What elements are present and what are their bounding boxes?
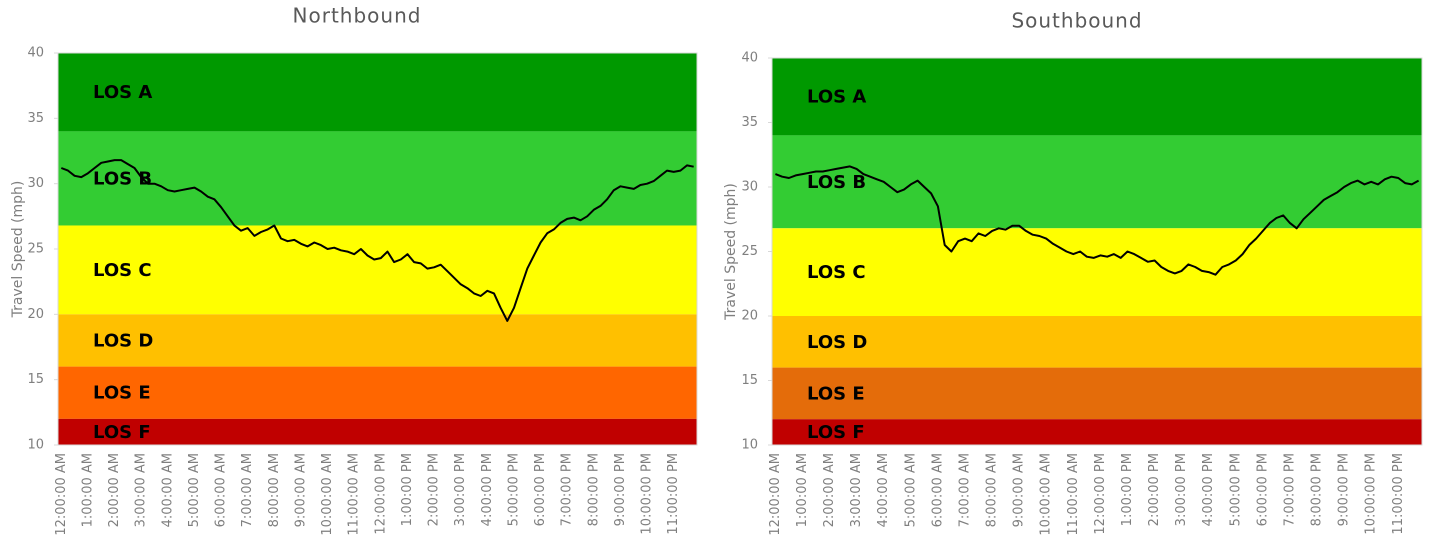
los-label: LOS C <box>807 262 866 283</box>
x-tick-label: 11:00:00 AM <box>347 453 362 536</box>
los-label: LOS B <box>807 172 866 193</box>
x-tick-label: 11:00:00 PM <box>1391 453 1406 535</box>
y-tick-label: 30 <box>741 180 758 195</box>
x-tick-label: 9:00:00 PM <box>613 453 628 526</box>
x-tick-label: 12:00:00 PM <box>1093 453 1108 535</box>
x-tick-label: 10:00:00 AM <box>320 453 335 536</box>
los-label: LOS E <box>807 383 865 404</box>
x-tick-label: 3:00:00 AM <box>134 453 149 527</box>
x-tick-label: 12:00:00 PM <box>373 453 388 535</box>
los-band <box>772 58 1422 136</box>
x-tick-label: 2:00:00 PM <box>1147 453 1162 526</box>
y-tick-label: 35 <box>27 111 44 126</box>
chart-title: Southbound <box>1011 9 1142 33</box>
los-band <box>772 367 1422 420</box>
x-tick-label: 10:00:00 PM <box>640 453 655 535</box>
los-label: LOS D <box>93 330 153 351</box>
x-tick-label: 8:00:00 PM <box>586 453 601 526</box>
x-tick-label: 11:00:00 PM <box>666 453 681 535</box>
los-label: LOS A <box>807 87 866 108</box>
x-tick-label: 6:00:00 AM <box>930 453 945 527</box>
y-tick-label: 25 <box>27 242 44 257</box>
y-tick-label: 15 <box>741 373 758 388</box>
x-tick-label: 10:00:00 AM <box>1039 453 1054 536</box>
y-tick-label: 40 <box>741 51 758 66</box>
y-axis-title: Travel Speed (mph) <box>10 181 26 319</box>
x-tick-label: 8:00:00 AM <box>267 453 282 527</box>
x-tick-label: 9:00:00 PM <box>1337 453 1352 526</box>
chart-title: Northbound <box>293 4 422 28</box>
x-tick-label: 3:00:00 AM <box>849 453 864 527</box>
x-tick-label: 1:00:00 AM <box>795 453 810 527</box>
y-axis-title: Travel Speed (mph) <box>723 183 739 321</box>
x-tick-label: 6:00:00 AM <box>214 453 229 527</box>
x-tick-label: 4:00:00 PM <box>1201 453 1216 526</box>
los-band <box>58 366 697 419</box>
x-tick-label: 4:00:00 PM <box>480 453 495 526</box>
speed-line <box>775 165 1420 276</box>
x-tick-label: 6:00:00 PM <box>533 453 548 526</box>
los-band <box>772 419 1422 445</box>
x-tick-label: 4:00:00 AM <box>160 453 175 527</box>
y-tick-label: 35 <box>741 115 758 130</box>
x-tick-label: 1:00:00 PM <box>1120 453 1135 526</box>
x-tick-label: 8:00:00 AM <box>985 453 1000 527</box>
x-tick-label: 5:00:00 PM <box>506 453 521 526</box>
los-label: LOS D <box>807 332 867 353</box>
los-label: LOS F <box>807 422 865 443</box>
x-tick-label: 2:00:00 AM <box>107 453 122 527</box>
x-tick-label: 5:00:00 AM <box>187 453 202 527</box>
x-tick-label: 10:00:00 PM <box>1364 453 1379 535</box>
x-tick-label: 7:00:00 PM <box>560 453 575 526</box>
x-tick-label: 12:00:00 AM <box>768 453 783 536</box>
los-label: LOS C <box>93 260 152 281</box>
x-tick-label: 5:00:00 PM <box>1228 453 1243 526</box>
x-tick-label: 12:00:00 AM <box>54 453 69 536</box>
x-tick-label: 7:00:00 AM <box>240 453 255 527</box>
x-tick-label: 9:00:00 AM <box>1012 453 1027 527</box>
y-tick-label: 30 <box>27 176 44 191</box>
los-band <box>58 53 697 132</box>
los-label: LOS F <box>93 422 151 443</box>
x-tick-label: 1:00:00 AM <box>80 453 95 527</box>
x-tick-label: 11:00:00 AM <box>1066 453 1081 536</box>
los-band <box>58 314 697 367</box>
x-tick-label: 7:00:00 AM <box>957 453 972 527</box>
speed-line <box>60 159 694 322</box>
x-tick-label: 3:00:00 PM <box>1174 453 1189 526</box>
x-tick-label: 1:00:00 PM <box>400 453 415 526</box>
x-tick-label: 3:00:00 PM <box>453 453 468 526</box>
los-band <box>58 418 697 445</box>
los-label: LOS A <box>93 82 152 103</box>
los-band <box>772 228 1422 316</box>
los-band <box>772 316 1422 368</box>
y-tick-label: 20 <box>741 309 758 324</box>
x-tick-label: 8:00:00 PM <box>1310 453 1325 526</box>
los-label: LOS E <box>93 383 151 404</box>
x-tick-label: 5:00:00 AM <box>903 453 918 527</box>
x-tick-label: 9:00:00 AM <box>293 453 308 527</box>
los-band <box>772 135 1422 229</box>
x-tick-label: 7:00:00 PM <box>1282 453 1297 526</box>
los-band <box>58 225 697 315</box>
los-label: LOS B <box>93 168 152 189</box>
x-tick-label: 2:00:00 AM <box>822 453 837 527</box>
y-tick-label: 10 <box>741 438 758 453</box>
y-tick-label: 40 <box>27 46 44 61</box>
y-tick-label: 10 <box>27 438 44 453</box>
y-tick-label: 20 <box>27 307 44 322</box>
los-band <box>58 131 697 226</box>
x-tick-label: 6:00:00 PM <box>1255 453 1270 526</box>
x-tick-label: 4:00:00 AM <box>876 453 891 527</box>
x-tick-label: 2:00:00 PM <box>427 453 442 526</box>
y-tick-label: 25 <box>741 244 758 259</box>
y-tick-label: 15 <box>27 372 44 387</box>
